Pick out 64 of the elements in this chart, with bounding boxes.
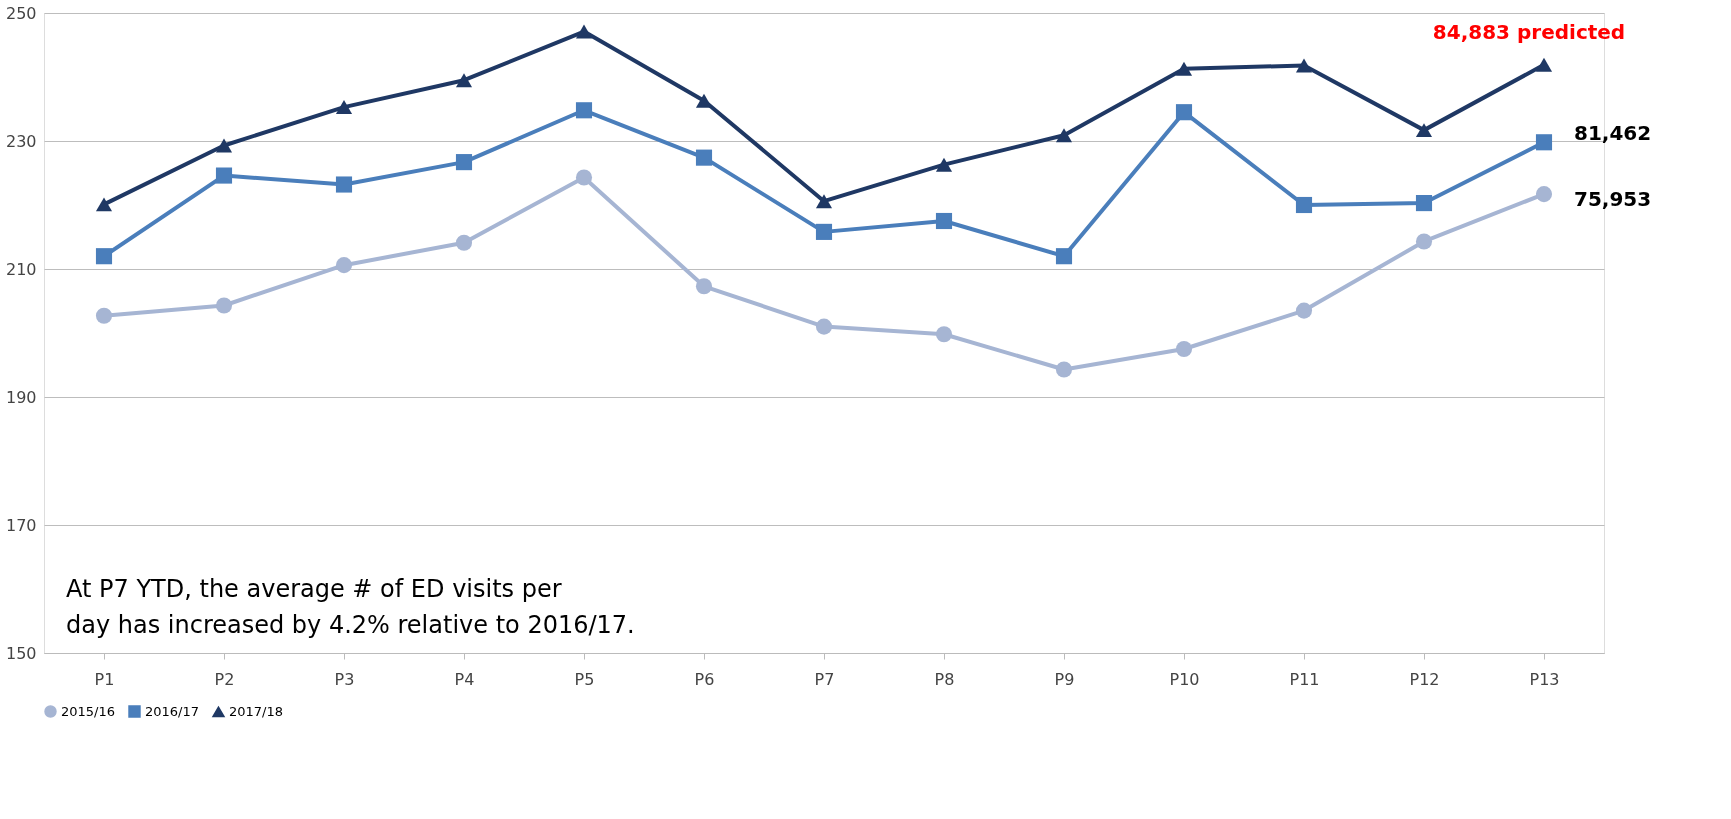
point — [1535, 57, 1553, 72]
x-tick-label: P7 — [814, 669, 835, 689]
y-tick-label: 170 — [5, 515, 37, 535]
x-tick-label: P9 — [1054, 669, 1075, 689]
point — [1295, 58, 1313, 73]
point — [95, 248, 113, 265]
point — [95, 307, 113, 324]
point — [575, 24, 593, 39]
point — [1535, 186, 1553, 203]
point — [455, 73, 473, 88]
annotation: 81,462 — [1574, 121, 1652, 146]
y-tick-label: 230 — [5, 131, 37, 151]
point — [215, 297, 233, 314]
point — [935, 157, 953, 172]
annotation: At P7 YTD, the average # of ED visits per day has increased by 4.2% relative to 2016/17. — [66, 575, 635, 639]
point — [1175, 104, 1193, 121]
point — [455, 234, 473, 251]
point — [335, 257, 353, 274]
x-tick-label: P8 — [934, 669, 955, 689]
x-tick-label: P4 — [454, 669, 475, 689]
legend-label: 2017/18 — [229, 703, 284, 719]
point — [1415, 195, 1433, 212]
point — [1175, 340, 1193, 358]
point — [935, 212, 953, 230]
point — [335, 176, 353, 193]
y-tick-label: 150 — [5, 643, 37, 663]
annotation: 75,953 — [1574, 187, 1652, 212]
point — [1535, 134, 1553, 151]
point — [1295, 196, 1313, 214]
point — [95, 197, 113, 212]
annotation: 84,883 predicted — [1432, 19, 1626, 44]
x-tick-label: P11 — [1289, 669, 1320, 689]
x-tick-label: P10 — [1169, 669, 1200, 689]
x-tick-label: P12 — [1409, 669, 1440, 689]
legend-label: 2016/17 — [145, 703, 200, 719]
point — [1175, 61, 1193, 76]
point — [695, 149, 713, 166]
point — [455, 154, 473, 171]
point — [1415, 123, 1433, 138]
point — [1055, 128, 1073, 143]
point — [695, 278, 713, 295]
legend-label: 2015/16 — [61, 703, 116, 719]
point — [1055, 361, 1073, 378]
point — [1055, 248, 1073, 265]
point — [1415, 233, 1433, 250]
x-tick-label: P3 — [334, 669, 355, 689]
x-tick-label: P6 — [694, 669, 715, 689]
point — [575, 169, 593, 186]
point — [935, 326, 953, 343]
y-tick-label: 210 — [5, 259, 37, 279]
point — [575, 102, 593, 119]
x-tick-label: P1 — [94, 669, 115, 689]
x-tick-label: P13 — [1529, 669, 1560, 689]
point — [815, 223, 833, 240]
y-tick-label: 250 — [5, 3, 37, 23]
x-tick-label: P2 — [214, 669, 235, 689]
point — [815, 194, 833, 209]
x-tick-label: P5 — [574, 669, 595, 689]
point — [335, 100, 353, 115]
point — [1295, 302, 1313, 319]
point — [215, 167, 233, 184]
point — [815, 318, 833, 335]
point — [215, 138, 233, 153]
y-tick-label: 190 — [5, 387, 37, 407]
